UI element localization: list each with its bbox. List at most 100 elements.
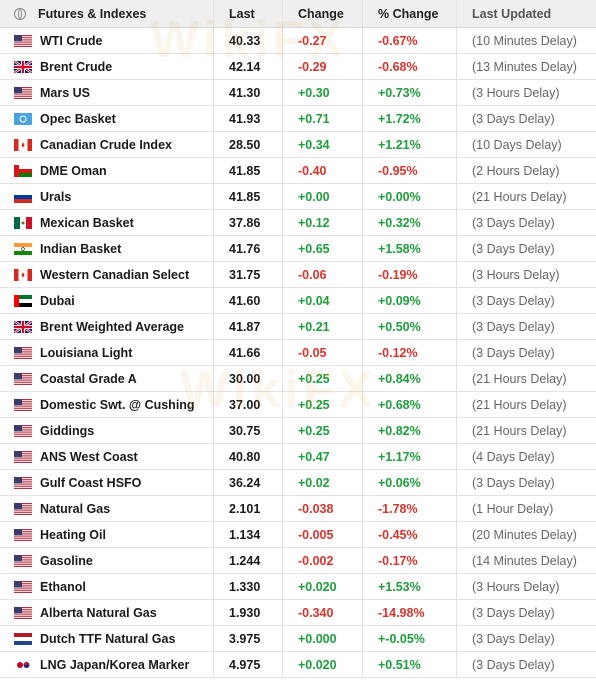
cell-name[interactable]: LNG Japan/Korea Marker bbox=[0, 652, 214, 677]
table-row[interactable]: Domestic Swt. @ Cushing 37.00 +0.25 +0.68% (… bbox=[0, 392, 596, 418]
instrument-name[interactable]: Alberta Natural Gas bbox=[40, 605, 157, 620]
instrument-name[interactable]: Urals bbox=[40, 189, 72, 204]
cell-name[interactable]: WTI Crude bbox=[0, 28, 214, 53]
instrument-name[interactable]: Opec Basket bbox=[40, 111, 116, 126]
cell-name[interactable]: Western Canadian Select bbox=[0, 262, 214, 287]
cell-name[interactable]: Brent Weighted Average bbox=[0, 314, 214, 339]
cell-name[interactable]: Alberta Natural Gas bbox=[0, 600, 214, 625]
column-header-name[interactable]: Futures & Indexes bbox=[0, 0, 214, 27]
cell-name[interactable]: Gasoline bbox=[0, 548, 214, 573]
cell-last-updated: (21 Hours Delay) bbox=[472, 397, 567, 412]
table-row[interactable]: ANS West Coast 40.80 +0.47 +1.17% (4 Days De… bbox=[0, 444, 596, 470]
cell-last-updated: (3 Hours Delay) bbox=[472, 579, 560, 594]
column-header-change[interactable]: Change bbox=[283, 0, 363, 27]
cell-name[interactable]: Dutch TTF Natural Gas bbox=[0, 626, 214, 651]
table-row[interactable]: Urals 41.85 +0.00 +0.00% (21 Hours Delay) bbox=[0, 184, 596, 210]
instrument-name[interactable]: LNG Japan/Korea Marker bbox=[40, 657, 190, 672]
cell-pct-change: +0.09% bbox=[363, 288, 457, 313]
cell-name[interactable]: Mars US bbox=[0, 80, 214, 105]
flag-uk-icon bbox=[13, 59, 33, 74]
cell-name[interactable]: Brent Crude bbox=[0, 54, 214, 79]
table-row[interactable]: Brent Crude 42.14 -0.29 -0.68% (13 Minutes D… bbox=[0, 54, 596, 80]
cell-name[interactable]: Opec Basket bbox=[0, 106, 214, 131]
table-row[interactable]: DME Oman 41.85 -0.40 -0.95% (2 Hours Delay) bbox=[0, 158, 596, 184]
cell-name[interactable]: Ethanol bbox=[0, 574, 214, 599]
instrument-name[interactable]: Brent Weighted Average bbox=[40, 319, 185, 334]
table-row[interactable]: Brent Weighted Average 41.87 +0.21 +0.50% (3… bbox=[0, 314, 596, 340]
cell-last: 41.60 bbox=[214, 288, 283, 313]
cell-name[interactable]: Louisiana Light bbox=[0, 340, 214, 365]
column-header-pct[interactable]: % Change bbox=[363, 0, 457, 27]
cell-name[interactable]: Domestic Swt. @ Cushing bbox=[0, 392, 214, 417]
table-row[interactable]: Mars US 41.30 +0.30 +0.73% (3 Hours Delay) bbox=[0, 80, 596, 106]
cell-pct-change: -0.17% bbox=[363, 548, 457, 573]
table-row[interactable]: Canadian Crude Index 28.50 +0.34 +1.21% (10 … bbox=[0, 132, 596, 158]
table-row[interactable]: Dubai 41.60 +0.04 +0.09% (3 Days Delay) bbox=[0, 288, 596, 314]
instrument-name[interactable]: Indian Basket bbox=[40, 241, 122, 256]
instrument-name[interactable]: Ethanol bbox=[40, 579, 86, 594]
cell-name[interactable]: Gulf Coast HSFO bbox=[0, 470, 214, 495]
instrument-name[interactable]: Heating Oil bbox=[40, 527, 106, 542]
cell-pct-change: +0.84% bbox=[363, 366, 457, 391]
cell-last: 3.975 bbox=[214, 626, 283, 651]
instrument-name[interactable]: Mexican Basket bbox=[40, 215, 134, 230]
cell-name[interactable]: Giddings bbox=[0, 418, 214, 443]
cell-change: -0.005 bbox=[283, 522, 363, 547]
cell-name[interactable]: Canadian Crude Index bbox=[0, 132, 214, 157]
instrument-name[interactable]: DME Oman bbox=[40, 163, 107, 178]
cell-change: +0.00 bbox=[283, 184, 363, 209]
table-row[interactable]: Natural Gas 2.101 -0.038 -1.78% (1 Hour Dela… bbox=[0, 496, 596, 522]
table-row[interactable]: Indian Basket 41.76 +0.65 +1.58% (3 Days Del… bbox=[0, 236, 596, 262]
table-row[interactable]: Gulf Coast HSFO 36.24 +0.02 +0.06% (3 Days D… bbox=[0, 470, 596, 496]
cell-change: -0.002 bbox=[283, 548, 363, 573]
instrument-name[interactable]: Coastal Grade A bbox=[40, 371, 137, 386]
cell-name[interactable]: Heating Oil bbox=[0, 522, 214, 547]
cell-last-updated: (4 Days Delay) bbox=[472, 449, 555, 464]
cell-last: 2.101 bbox=[214, 496, 283, 521]
table-row[interactable]: Alberta Natural Gas 1.930 -0.340 -14.98% (3 … bbox=[0, 600, 596, 626]
instrument-name[interactable]: Mars US bbox=[40, 85, 91, 100]
instrument-name[interactable]: Western Canadian Select bbox=[40, 267, 190, 282]
cell-last-updated: (3 Days Delay) bbox=[472, 241, 555, 256]
table-row[interactable]: LNG Japan/Korea Marker 4.975 +0.020 +0.51% (… bbox=[0, 652, 596, 678]
table-row[interactable]: Dutch TTF Natural Gas 3.975 +0.000 +-0.05% (… bbox=[0, 626, 596, 652]
table-row[interactable]: Heating Oil 1.134 -0.005 -0.45% (20 Minutes … bbox=[0, 522, 596, 548]
instrument-name[interactable]: Canadian Crude Index bbox=[40, 137, 172, 152]
table-row[interactable]: Mexican Basket 37.86 +0.12 +0.32% (3 Days De… bbox=[0, 210, 596, 236]
cell-pct-change: +0.32% bbox=[363, 210, 457, 235]
cell-name[interactable]: Mexican Basket bbox=[0, 210, 214, 235]
instrument-name[interactable]: ANS West Coast bbox=[40, 449, 138, 464]
flag-us-icon bbox=[14, 86, 32, 99]
instrument-name[interactable]: Dubai bbox=[40, 293, 75, 308]
instrument-name[interactable]: WTI Crude bbox=[40, 33, 103, 48]
cell-change: +0.12 bbox=[283, 210, 363, 235]
table-row[interactable]: WTI Crude 40.33 -0.27 -0.67% (10 Minutes Del… bbox=[0, 28, 596, 54]
instrument-name[interactable]: Brent Crude bbox=[40, 59, 113, 74]
table-row[interactable]: Coastal Grade A 30.00 +0.25 +0.84% (21 Hours… bbox=[0, 366, 596, 392]
cell-pct-change: +1.17% bbox=[363, 444, 457, 469]
instrument-name[interactable]: Natural Gas bbox=[40, 501, 111, 516]
column-header-last[interactable]: Last bbox=[214, 0, 283, 27]
table-row[interactable]: Gasoline 1.244 -0.002 -0.17% (14 Minutes Del… bbox=[0, 548, 596, 574]
cell-name[interactable]: Indian Basket bbox=[0, 236, 214, 261]
table-row[interactable]: Western Canadian Select 31.75 -0.06 -0.19% (… bbox=[0, 262, 596, 288]
instrument-name[interactable]: Domestic Swt. @ Cushing bbox=[40, 397, 195, 412]
column-header-updated[interactable]: Last Updated bbox=[472, 6, 552, 21]
cell-change: -0.27 bbox=[283, 28, 363, 53]
cell-name[interactable]: Coastal Grade A bbox=[0, 366, 214, 391]
table-row[interactable]: Giddings 30.75 +0.25 +0.82% (21 Hours Delay) bbox=[0, 418, 596, 444]
table-row[interactable]: Ethanol 1.330 +0.020 +1.53% (3 Hours Delay) bbox=[0, 574, 596, 600]
cell-name[interactable]: Dubai bbox=[0, 288, 214, 313]
cell-name[interactable]: Urals bbox=[0, 184, 214, 209]
cell-name[interactable]: DME Oman bbox=[0, 158, 214, 183]
cell-name[interactable]: ANS West Coast bbox=[0, 444, 214, 469]
table-row[interactable]: Louisiana Light 41.66 -0.05 -0.12% (3 Days D… bbox=[0, 340, 596, 366]
flag-us-icon bbox=[14, 580, 32, 593]
cell-name[interactable]: Natural Gas bbox=[0, 496, 214, 521]
instrument-name[interactable]: Gasoline bbox=[40, 553, 93, 568]
table-row[interactable]: Opec Basket 41.93 +0.71 +1.72% (3 Days Delay… bbox=[0, 106, 596, 132]
instrument-name[interactable]: Gulf Coast HSFO bbox=[40, 475, 142, 490]
instrument-name[interactable]: Louisiana Light bbox=[40, 345, 133, 360]
instrument-name[interactable]: Giddings bbox=[40, 423, 95, 438]
instrument-name[interactable]: Dutch TTF Natural Gas bbox=[40, 631, 176, 646]
